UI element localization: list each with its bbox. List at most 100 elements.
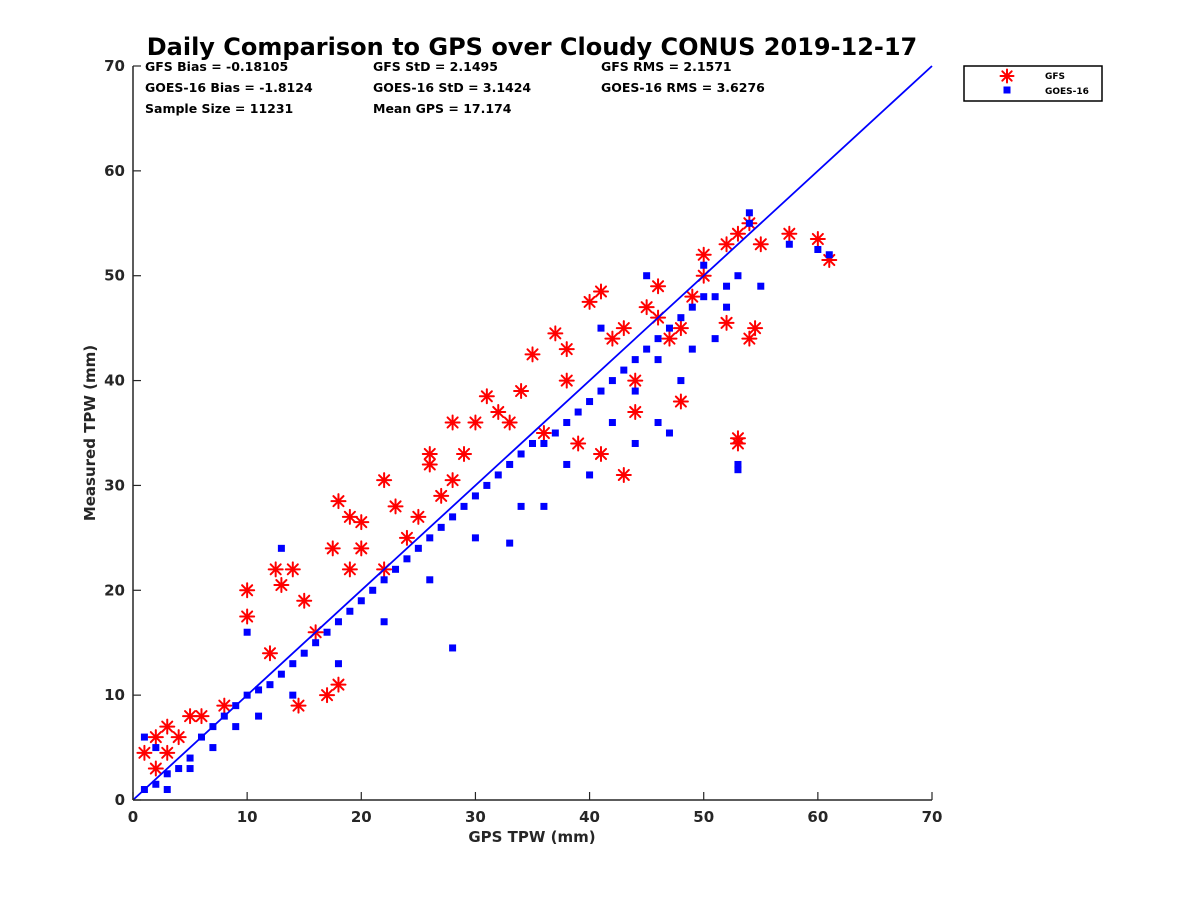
legend: GFS GOES-16: [963, 65, 1103, 102]
gfs-point: [387, 498, 404, 515]
goes16-point: [369, 586, 377, 594]
y-tick-label: 70: [104, 57, 125, 75]
goes16-point: [551, 429, 559, 437]
legend-box: [963, 65, 1103, 102]
goes16-point: [152, 780, 160, 788]
legend-goes-marker: [1003, 86, 1011, 94]
goes16-point: [643, 272, 651, 280]
axes: 0 10 20 30 40 50 60 70 0 10 20 30 40 50 60 70: [104, 57, 942, 826]
gfs-point: [239, 608, 256, 625]
stat-gfs-std: GFS StD = 2.1495: [373, 59, 498, 74]
gfs-point: [513, 383, 530, 400]
goes16-point: [471, 492, 479, 500]
gfs-point: [672, 393, 689, 410]
gfs-point: [809, 231, 826, 248]
goes16-point: [289, 691, 297, 699]
y-tick-label: 20: [104, 581, 125, 599]
x-tick-label: 10: [237, 808, 258, 826]
plot-area: [132, 65, 933, 801]
goes16-point: [506, 460, 514, 468]
y-tick-label: 40: [104, 372, 125, 390]
gfs-point: [547, 325, 564, 342]
y-tick-label: 30: [104, 476, 125, 494]
goes16-point: [631, 356, 639, 364]
goes16-point: [665, 429, 673, 437]
goes16-point: [334, 660, 342, 668]
goes16-point: [140, 733, 148, 741]
goes16-point: [586, 471, 594, 479]
goes16-point: [232, 723, 240, 731]
goes16-point: [814, 246, 822, 253]
y-axis-label: Measured TPW (mm): [81, 345, 99, 521]
gfs-point: [376, 472, 393, 489]
goes16-point: [346, 607, 354, 615]
gfs-point: [193, 708, 210, 725]
goes16-point: [608, 377, 616, 385]
gfs-point: [330, 676, 347, 693]
gfs-point: [319, 687, 336, 704]
goes16-point: [643, 345, 651, 353]
goes16-point: [152, 744, 160, 752]
gfs-point: [570, 435, 587, 452]
goes16-point: [403, 555, 411, 563]
gfs-point: [747, 320, 764, 337]
goes16-point: [334, 618, 342, 626]
goes16-point: [323, 628, 331, 636]
goes16-point: [586, 398, 594, 406]
goes16-point: [186, 754, 194, 762]
goes16-point: [745, 219, 753, 227]
gfs-point: [478, 388, 495, 405]
gfs-point: [444, 472, 461, 489]
x-tick-label: 70: [922, 808, 943, 826]
x-axis-label: GPS TPW (mm): [468, 828, 595, 846]
gfs-point: [341, 561, 358, 578]
goes16-point: [631, 439, 639, 447]
goes16-point: [700, 261, 708, 269]
gfs-point: [581, 293, 598, 310]
gfs-point: [718, 236, 735, 253]
gfs-point: [159, 744, 176, 761]
legend-gfs-label: GFS: [1045, 72, 1065, 82]
goes16-point: [574, 408, 582, 416]
gfs-point: [290, 697, 307, 714]
gfs-point: [341, 508, 358, 525]
goes16-point: [380, 618, 388, 626]
gfs-point: [592, 283, 609, 300]
goes16-point: [665, 324, 673, 332]
goes16-point: [506, 539, 514, 547]
goes16-point: [540, 439, 548, 447]
chart-title: Daily Comparison to GPS over Cloudy CONU…: [147, 33, 918, 61]
stat-goes-std: GOES-16 StD = 3.1424: [373, 80, 531, 95]
goes16-point: [734, 466, 742, 474]
gfs-point: [684, 288, 701, 305]
goes16-point: [677, 377, 685, 385]
goes16-point: [426, 534, 434, 542]
goes16-point: [563, 419, 571, 427]
x-tick-label: 20: [351, 808, 372, 826]
stats-block: GFS Bias = -0.18105 GFS StD = 2.1495 GFS…: [145, 59, 765, 116]
gfs-point: [752, 236, 769, 253]
goes16-point: [449, 644, 457, 652]
goes16-point: [620, 366, 628, 374]
goes16-point: [785, 240, 793, 248]
gfs-point: [273, 577, 290, 594]
goes16-point: [483, 481, 491, 489]
goes16-point: [745, 209, 753, 217]
gfs-point: [592, 445, 609, 462]
gfs-point: [296, 592, 313, 609]
gfs-point: [261, 645, 278, 662]
x-tick-label: 40: [579, 808, 600, 826]
gfs-point: [741, 330, 758, 347]
gfs-point: [501, 414, 518, 431]
gfs-point: [216, 697, 233, 714]
goes16-point: [449, 513, 457, 521]
gfs-point: [136, 744, 153, 761]
goes16-point: [688, 303, 696, 311]
goes16-point: [414, 544, 422, 552]
legend-gfs-asterisk: [999, 68, 1015, 84]
gfs-point: [627, 372, 644, 389]
stat-gfs-bias: GFS Bias = -0.18105: [145, 59, 288, 74]
goes16-point: [700, 293, 708, 301]
goes16-point: [300, 649, 308, 657]
